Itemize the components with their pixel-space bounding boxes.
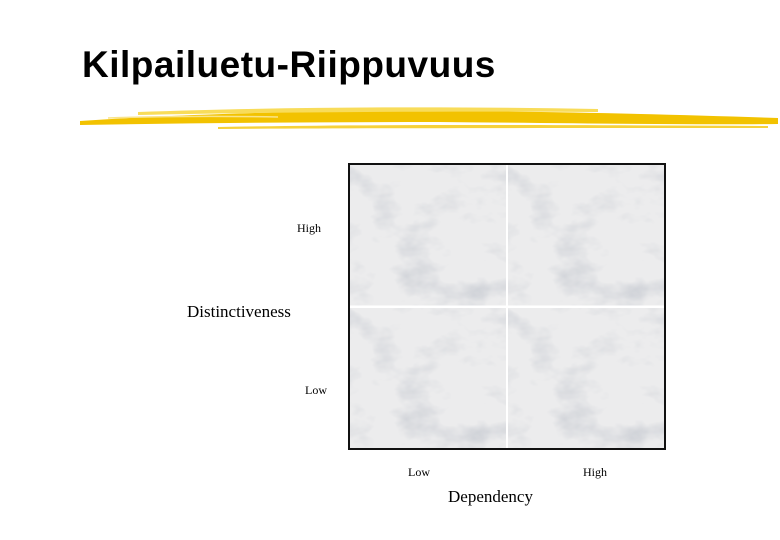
- marble-texture-image: [350, 307, 506, 448]
- x-axis-title: Dependency: [448, 487, 533, 506]
- quadrant-top-right: [508, 165, 664, 306]
- slide-title: Kilpailuetu-Riippuvuus: [82, 44, 496, 85]
- title-underline-brush: [80, 107, 778, 129]
- marble-texture-image: [350, 165, 506, 306]
- marble-texture-image: [508, 165, 664, 306]
- y-axis-title: Distinctiveness: [187, 302, 291, 321]
- y-axis-low-label: Low: [305, 383, 327, 397]
- x-axis-high-label: High: [583, 465, 607, 479]
- quadrant-bottom-right: [508, 307, 664, 448]
- marble-texture-image: [508, 307, 664, 448]
- two-by-two-matrix: [348, 163, 666, 450]
- quadrant-top-left: [350, 165, 506, 306]
- y-axis-high-label: High: [297, 221, 321, 235]
- quadrant-bottom-left: [350, 307, 506, 448]
- x-axis-low-label: Low: [408, 465, 430, 479]
